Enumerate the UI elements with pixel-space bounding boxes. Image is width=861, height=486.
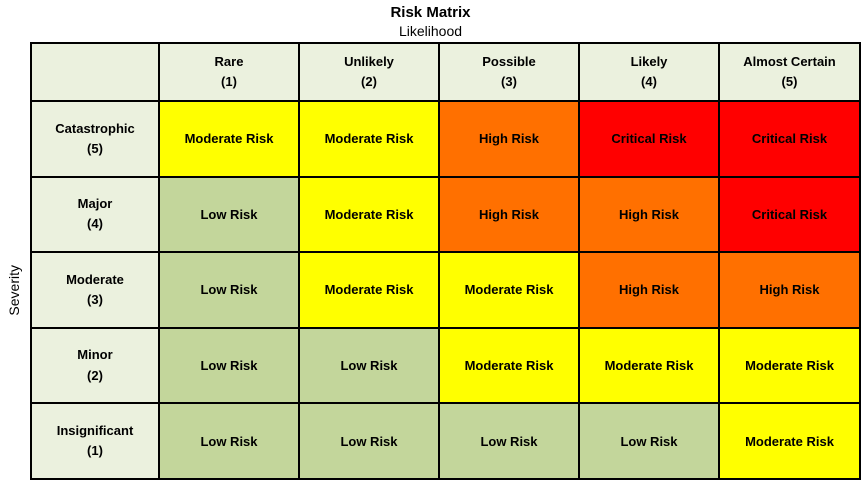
column-label: Almost Certain [743, 53, 836, 69]
risk-cell: Moderate Risk [298, 251, 440, 329]
risk-cell: High Risk [438, 175, 580, 254]
table-row: Moderate (3) Low Risk Moderate Risk Mode… [30, 251, 861, 329]
row-label: Minor [77, 347, 113, 363]
column-scale: (4) [641, 74, 657, 89]
risk-cell: Critical Risk [578, 100, 720, 178]
row-scale: (5) [87, 140, 103, 156]
row-label: Moderate [66, 271, 124, 287]
risk-cell: High Risk [438, 100, 580, 178]
risk-cell: Moderate Risk [718, 402, 861, 480]
column-header-rare: Rare (1) [158, 42, 300, 102]
table-row: Minor (2) Low Risk Low Risk Moderate Ris… [30, 326, 861, 405]
risk-cell: Critical Risk [718, 100, 861, 178]
risk-cell: Moderate Risk [438, 251, 580, 329]
column-scale: (3) [501, 74, 517, 89]
risk-cell: Low Risk [158, 402, 300, 480]
column-scale: (5) [781, 74, 798, 89]
risk-cell: Low Risk [158, 326, 300, 405]
table-row: Catastrophic (5) Moderate Risk Moderate … [30, 100, 861, 178]
x-axis-label: Likelihood [398, 22, 463, 39]
risk-matrix-table: Rare (1) Unlikely (2) Possible (3) Likel… [30, 42, 861, 480]
risk-cell: Moderate Risk [158, 100, 300, 178]
y-axis-label: Severity [6, 264, 22, 316]
risk-cell: High Risk [578, 251, 720, 329]
risk-cell: Low Risk [578, 402, 720, 480]
risk-cell: Moderate Risk [298, 100, 440, 178]
risk-cell: Moderate Risk [438, 326, 580, 405]
row-header-moderate: Moderate (3) [30, 251, 160, 329]
risk-cell: Moderate Risk [718, 326, 861, 405]
row-scale: (4) [87, 216, 103, 232]
table-row: Insignificant (1) Low Risk Low Risk Low … [30, 402, 861, 480]
row-header-major: Major (4) [30, 175, 160, 254]
column-label: Possible [482, 53, 536, 69]
risk-cell: Moderate Risk [298, 175, 440, 254]
risk-cell: Low Risk [298, 326, 440, 405]
table-row: Major (4) Low Risk Moderate Risk High Ri… [30, 175, 861, 254]
risk-cell: Critical Risk [718, 175, 861, 254]
row-header-insignificant: Insignificant (1) [30, 402, 160, 480]
column-scale: (1) [221, 74, 237, 89]
column-label: Likely [630, 53, 668, 69]
row-label: Major [77, 196, 113, 212]
risk-cell: Moderate Risk [578, 326, 720, 405]
risk-cell: Low Risk [298, 402, 440, 480]
column-header-unlikely: Unlikely (2) [298, 42, 440, 102]
column-label: Unlikely [344, 53, 394, 69]
risk-cell: High Risk [578, 175, 720, 254]
risk-cell: Low Risk [158, 175, 300, 254]
corner-cell [30, 42, 160, 102]
chart-title: Risk Matrix [390, 4, 471, 21]
column-header-almost-certain: Almost Certain (5) [718, 42, 861, 102]
risk-cell: Low Risk [158, 251, 300, 329]
y-axis-label-wrap: Severity [0, 100, 28, 480]
risk-cell: Low Risk [438, 402, 580, 480]
row-label: Catastrophic [55, 120, 135, 136]
row-label: Insignificant [56, 423, 134, 439]
header-row: Rare (1) Unlikely (2) Possible (3) Likel… [30, 42, 861, 102]
row-scale: (1) [87, 443, 103, 459]
figure-titles: Risk Matrix Likelihood [0, 4, 861, 40]
column-label: Rare [214, 53, 244, 69]
row-header-catastrophic: Catastrophic (5) [30, 100, 160, 178]
column-scale: (2) [361, 74, 377, 89]
row-scale: (3) [87, 291, 103, 307]
row-scale: (2) [87, 367, 103, 383]
column-header-likely: Likely (4) [578, 42, 720, 102]
risk-cell: High Risk [718, 251, 861, 329]
column-header-possible: Possible (3) [438, 42, 580, 102]
row-header-minor: Minor (2) [30, 326, 160, 405]
